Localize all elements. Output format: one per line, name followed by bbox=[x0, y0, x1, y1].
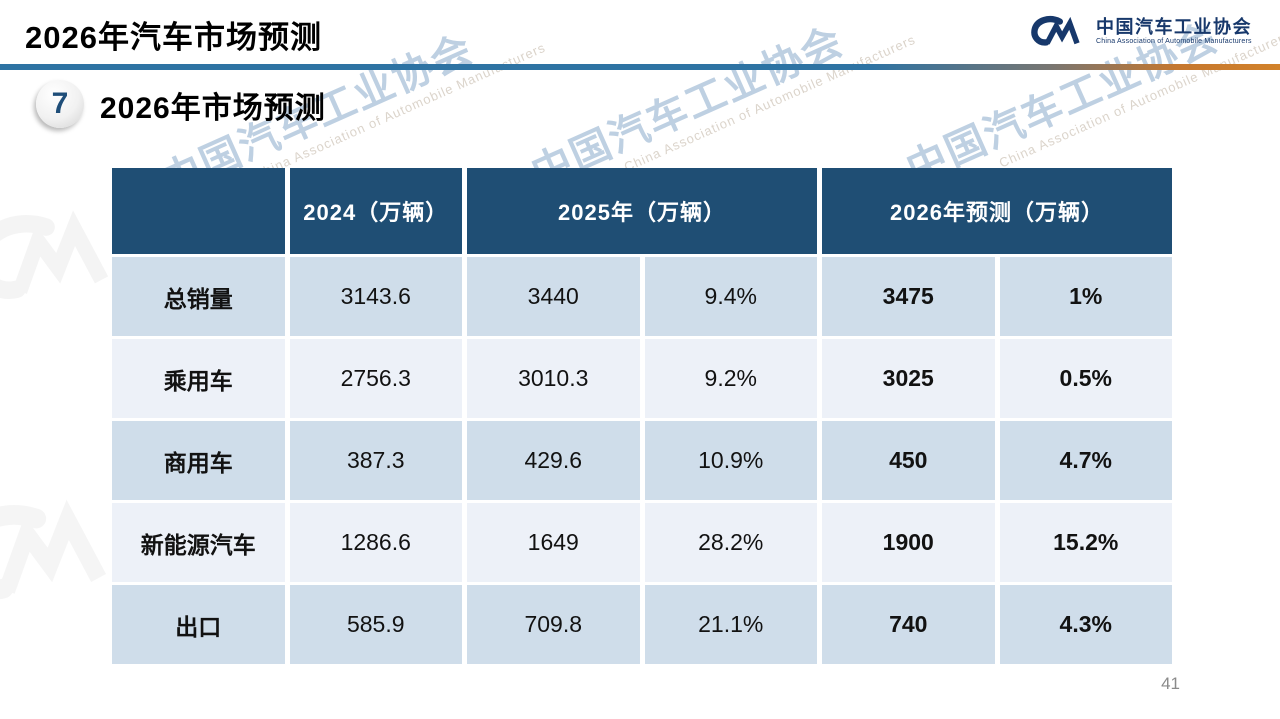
cell-2025-growth: 10.9% bbox=[644, 421, 817, 500]
cell-2026-growth: 15.2% bbox=[999, 503, 1172, 582]
row-label: 新能源汽车 bbox=[112, 503, 285, 582]
cell-2026: 450 bbox=[822, 421, 995, 500]
table-row: 新能源汽车 1286.6 1649 28.2% 1900 15.2% bbox=[112, 503, 1172, 582]
cell-2024: 1286.6 bbox=[289, 503, 462, 582]
cell-2026: 3475 bbox=[822, 257, 995, 336]
table-row: 商用车 387.3 429.6 10.9% 450 4.7% bbox=[112, 421, 1172, 500]
cell-2026: 740 bbox=[822, 585, 995, 664]
caam-logo-text: 中国汽车工业协会 China Association of Automobile… bbox=[1096, 16, 1252, 46]
cell-2025: 3440 bbox=[467, 257, 640, 336]
table-row: 总销量 3143.6 3440 9.4% 3475 1% bbox=[112, 257, 1172, 336]
cell-2024: 585.9 bbox=[289, 585, 462, 664]
cell-2026: 1900 bbox=[822, 503, 995, 582]
header-divider bbox=[0, 64, 1280, 70]
forecast-table: 2024（万辆） 2025年（万辆） 2026年预测（万辆） 总销量 3143.… bbox=[107, 165, 1177, 667]
column-header-blank bbox=[112, 168, 285, 254]
cell-2024: 2756.3 bbox=[289, 339, 462, 418]
column-header-2025: 2025年（万辆） bbox=[467, 168, 817, 254]
column-header-2026: 2026年预测（万辆） bbox=[822, 168, 1172, 254]
caam-logo-cn: 中国汽车工业协会 bbox=[1096, 16, 1252, 37]
cell-2024: 3143.6 bbox=[289, 257, 462, 336]
caam-logo-en: China Association of Automobile Manufact… bbox=[1096, 38, 1252, 46]
cell-2025: 3010.3 bbox=[467, 339, 640, 418]
caam-logo: 中国汽车工业协会 China Association of Automobile… bbox=[1029, 15, 1252, 48]
cell-2026-growth: 0.5% bbox=[999, 339, 1172, 418]
section-number-badge: 7 bbox=[36, 80, 84, 128]
cell-2025-growth: 28.2% bbox=[644, 503, 817, 582]
page-number: 41 bbox=[1161, 674, 1180, 693]
cell-2026-growth: 4.3% bbox=[999, 585, 1172, 664]
column-header-2024: 2024（万辆） bbox=[289, 168, 462, 254]
cell-2026-growth: 4.7% bbox=[999, 421, 1172, 500]
cell-2025-growth: 21.1% bbox=[644, 585, 817, 664]
cell-2024: 387.3 bbox=[289, 421, 462, 500]
cell-2025-growth: 9.4% bbox=[644, 257, 817, 336]
row-label: 商用车 bbox=[112, 421, 285, 500]
cell-2025-growth: 9.2% bbox=[644, 339, 817, 418]
row-label: 出口 bbox=[112, 585, 285, 664]
row-label: 总销量 bbox=[112, 257, 285, 336]
page-title: 2026年汽车市场预测 bbox=[25, 20, 322, 55]
table-header-row: 2024（万辆） 2025年（万辆） 2026年预测（万辆） bbox=[112, 168, 1172, 254]
row-label: 乘用车 bbox=[112, 339, 285, 418]
cell-2025: 1649 bbox=[467, 503, 640, 582]
caam-logo-icon bbox=[1031, 16, 1080, 46]
table-row: 出口 585.9 709.8 21.1% 740 4.3% bbox=[112, 585, 1172, 664]
cell-2025: 709.8 bbox=[467, 585, 640, 664]
cell-2026: 3025 bbox=[822, 339, 995, 418]
cell-2025: 429.6 bbox=[467, 421, 640, 500]
table-row: 乘用车 2756.3 3010.3 9.2% 3025 0.5% bbox=[112, 339, 1172, 418]
cell-2026-growth: 1% bbox=[999, 257, 1172, 336]
section-heading: 2026年市场预测 bbox=[100, 92, 326, 125]
